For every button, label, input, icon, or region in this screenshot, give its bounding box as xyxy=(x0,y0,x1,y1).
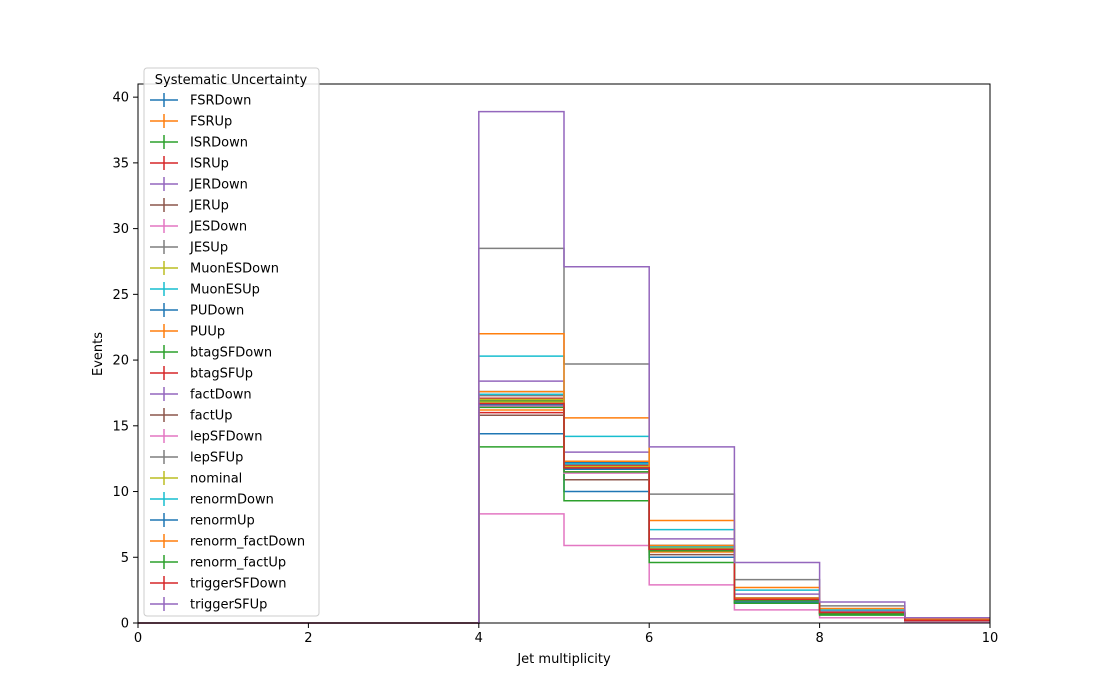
legend-label: btagSFUp xyxy=(190,367,253,382)
legend-entry-renorm_factDown: renorm_factDown xyxy=(150,534,305,550)
legend-label: PUDown xyxy=(190,304,244,319)
legend-label: ISRUp xyxy=(190,157,229,172)
legend-label: nominal xyxy=(190,472,242,487)
legend-label: triggerSFDown xyxy=(190,577,286,592)
legend-label: FSRDown xyxy=(190,94,251,109)
legend-label: renormUp xyxy=(190,514,255,529)
legend-entry-JERUp: JERUp xyxy=(150,198,229,214)
x-tick-label: 4 xyxy=(475,631,483,646)
x-tick-label: 0 xyxy=(134,631,142,646)
y-tick-label: 5 xyxy=(121,551,129,566)
legend-label: JERDown xyxy=(189,178,248,193)
legend-entry-renorm_factUp: renorm_factUp xyxy=(150,555,286,571)
legend-label: JESUp xyxy=(189,241,228,256)
legend-entry-JESDown: JESDown xyxy=(150,219,247,235)
legend-entry-triggerSFUp: triggerSFUp xyxy=(150,597,267,613)
legend-entry-renormUp: renormUp xyxy=(150,513,255,529)
legend-entry-PUDown: PUDown xyxy=(150,303,244,319)
legend-entry-PUUp: PUUp xyxy=(150,324,225,340)
y-axis-label: Events xyxy=(91,332,106,376)
legend-entry-JESUp: JESUp xyxy=(150,240,228,256)
plot-frame xyxy=(137,83,991,624)
legend-entry-lepSFDown: lepSFDown xyxy=(150,429,262,445)
legend-entry-MuonESUp: MuonESUp xyxy=(150,282,260,298)
y-tick-label: 30 xyxy=(112,222,129,237)
x-axis-label: Jet multiplicity xyxy=(516,652,611,667)
legend-box xyxy=(143,67,320,617)
x-tick-label: 2 xyxy=(304,631,312,646)
legend: Systematic Uncertainty FSRDown FSRUp ISRDo… xyxy=(143,67,320,617)
legend-entry-factUp: factUp xyxy=(150,408,233,424)
legend-entries: FSRDown FSRUp ISRDown ISRUp JERDown JERUp JESD… xyxy=(150,93,305,613)
y-tick-label: 25 xyxy=(112,288,129,303)
legend-entry-FSRDown: FSRDown xyxy=(150,93,251,109)
legend-label: renorm_factUp xyxy=(190,556,286,571)
legend-entry-MuonESDown: MuonESDown xyxy=(150,261,279,277)
y-axis-ticks: 0 5 10 15 20 25 30 35 40 xyxy=(112,91,138,632)
legend-label: lepSFUp xyxy=(190,451,243,466)
legend-label: MuonESUp xyxy=(190,283,260,298)
legend-entry-btagSFDown: btagSFDown xyxy=(150,345,272,361)
legend-label: renorm_factDown xyxy=(190,535,305,550)
legend-entry-FSRUp: FSRUp xyxy=(150,114,232,130)
legend-label: JERUp xyxy=(189,199,229,214)
legend-label: factDown xyxy=(190,388,252,403)
legend-label: PUUp xyxy=(190,325,225,340)
legend-label: btagSFDown xyxy=(190,346,272,361)
legend-label: triggerSFUp xyxy=(190,598,267,613)
x-tick-label: 10 xyxy=(982,631,999,646)
legend-entry-JERDown: JERDown xyxy=(150,177,248,193)
legend-label: lepSFDown xyxy=(190,430,262,445)
legend-label: MuonESDown xyxy=(190,262,279,277)
x-tick-label: 6 xyxy=(645,631,653,646)
legend-label: FSRUp xyxy=(190,115,232,130)
legend-label: JESDown xyxy=(189,220,247,235)
y-tick-label: 0 xyxy=(121,617,129,632)
legend-label: ISRDown xyxy=(190,136,248,151)
legend-entry-ISRDown: ISRDown xyxy=(150,135,248,151)
legend-entry-factDown: factDown xyxy=(150,387,252,403)
y-tick-label: 20 xyxy=(112,354,129,369)
legend-entry-renormDown: renormDown xyxy=(150,492,274,508)
legend-label: factUp xyxy=(190,409,233,424)
legend-label: renormDown xyxy=(190,493,274,508)
legend-entry-btagSFUp: btagSFUp xyxy=(150,366,253,382)
legend-entry-triggerSFDown: triggerSFDown xyxy=(150,576,286,592)
y-tick-label: 10 xyxy=(112,485,129,500)
x-axis-ticks: 0 2 4 6 8 10 xyxy=(134,623,998,646)
y-tick-label: 35 xyxy=(112,156,129,171)
y-tick-label: 15 xyxy=(112,419,129,434)
x-tick-label: 8 xyxy=(815,631,823,646)
y-tick-label: 40 xyxy=(112,91,129,106)
legend-entry-lepSFUp: lepSFUp xyxy=(150,450,243,466)
legend-title: Systematic Uncertainty xyxy=(155,73,308,88)
legend-entry-nominal: nominal xyxy=(150,471,242,487)
legend-entry-ISRUp: ISRUp xyxy=(150,156,229,172)
